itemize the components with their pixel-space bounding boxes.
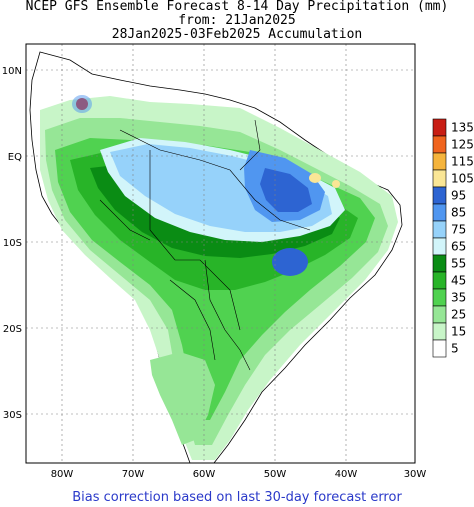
legend-swatch-135 bbox=[432, 118, 447, 137]
lon-label-70w: 70W bbox=[122, 469, 145, 480]
legend-swatch-105 bbox=[432, 169, 447, 188]
legend-swatch-35 bbox=[432, 288, 447, 307]
precip-105 bbox=[309, 173, 321, 183]
map-frame bbox=[25, 43, 416, 464]
map-accumulation-period: 28Jan2025-03Feb2025 Accumulation bbox=[111, 27, 363, 42]
legend-swatch-115 bbox=[432, 152, 447, 171]
bias-correction-note: Bias correction based on last 30-day for… bbox=[72, 490, 402, 505]
lat-label-10n: 10N bbox=[2, 66, 22, 77]
map-plot-area bbox=[29, 51, 403, 463]
precip-75-colombia bbox=[72, 95, 92, 113]
lat-axis: 10N EQ 10S 20S 30S bbox=[2, 66, 22, 421]
legend-swatch-65 bbox=[432, 237, 447, 256]
legend-label-5: 5 bbox=[451, 342, 459, 356]
lon-label-80w: 80W bbox=[51, 469, 74, 480]
lon-label-50w: 50W bbox=[264, 469, 287, 480]
lat-label-20s: 20S bbox=[3, 324, 22, 335]
lat-label-10s: 10S bbox=[3, 238, 22, 249]
country-borders bbox=[99, 119, 311, 371]
legend-label-85: 85 bbox=[451, 206, 466, 220]
legend-label-105: 105 bbox=[451, 172, 474, 186]
legend-label-65: 65 bbox=[451, 240, 466, 254]
legend-swatch-75 bbox=[432, 220, 447, 239]
lon-label-60w: 60W bbox=[193, 469, 216, 480]
precip-95 bbox=[260, 168, 312, 212]
legend-label-35: 35 bbox=[451, 291, 466, 305]
lon-label-30w: 30W bbox=[404, 469, 427, 480]
legend-label-95: 95 bbox=[451, 189, 466, 203]
legend-swatch-125 bbox=[432, 135, 447, 154]
precip-south-green bbox=[150, 352, 215, 445]
lon-label-40w: 40W bbox=[335, 469, 358, 480]
legend-swatch-45 bbox=[432, 271, 447, 290]
precip-105-b bbox=[332, 180, 340, 188]
lat-label-eq: EQ bbox=[8, 152, 22, 163]
precip-95-south bbox=[272, 248, 308, 276]
legend-swatch-55 bbox=[432, 254, 447, 273]
legend-label-55: 55 bbox=[451, 257, 466, 271]
legend-swatch-95 bbox=[432, 186, 447, 205]
legend-swatch-5 bbox=[432, 339, 447, 358]
map-title: NCEP GFS Ensemble Forecast 8-14 Day Prec… bbox=[25, 0, 449, 14]
color-legend: 135 125 115 105 95 85 75 65 55 45 35 25 15 5 bbox=[432, 118, 474, 358]
legend-label-75: 75 bbox=[451, 223, 466, 237]
legend-label-25: 25 bbox=[451, 308, 466, 322]
legend-swatch-25 bbox=[432, 305, 447, 324]
legend-swatch-85 bbox=[432, 203, 447, 222]
legend-label-45: 45 bbox=[451, 274, 466, 288]
legend-swatch-15 bbox=[432, 322, 447, 341]
lat-label-30s: 30S bbox=[3, 410, 22, 421]
legend-label-115: 115 bbox=[451, 155, 474, 169]
legend-label-135: 135 bbox=[451, 121, 474, 135]
legend-label-125: 125 bbox=[451, 138, 474, 152]
map-forecast-date: from: 21Jan2025 bbox=[178, 13, 296, 28]
lon-axis: 80W 70W 60W 50W 40W 30W bbox=[51, 469, 427, 480]
legend-label-15: 15 bbox=[451, 325, 466, 339]
